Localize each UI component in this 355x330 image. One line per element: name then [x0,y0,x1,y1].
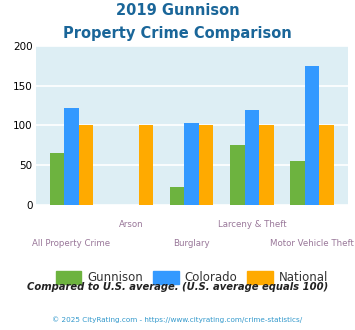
Bar [170,187,185,205]
Bar [78,125,93,205]
Text: All Property Crime: All Property Crime [32,240,110,248]
Text: Motor Vehicle Theft: Motor Vehicle Theft [270,240,354,248]
Bar [50,153,64,205]
Bar [305,66,319,205]
Text: Arson: Arson [119,220,144,229]
Text: © 2025 CityRating.com - https://www.cityrating.com/crime-statistics/: © 2025 CityRating.com - https://www.city… [53,317,302,323]
Bar [185,123,199,205]
Text: Burglary: Burglary [173,240,210,248]
Bar [290,161,305,205]
Text: Property Crime Comparison: Property Crime Comparison [63,26,292,41]
Text: Larceny & Theft: Larceny & Theft [218,220,286,229]
Bar [319,125,334,205]
Bar [230,145,245,205]
Bar [139,125,153,205]
Bar [245,110,259,205]
Text: Compared to U.S. average. (U.S. average equals 100): Compared to U.S. average. (U.S. average … [27,282,328,292]
Bar [259,125,274,205]
Bar [199,125,213,205]
Bar [64,108,78,205]
Text: 2019 Gunnison: 2019 Gunnison [116,3,239,18]
Legend: Gunnison, Colorado, National: Gunnison, Colorado, National [51,266,333,289]
